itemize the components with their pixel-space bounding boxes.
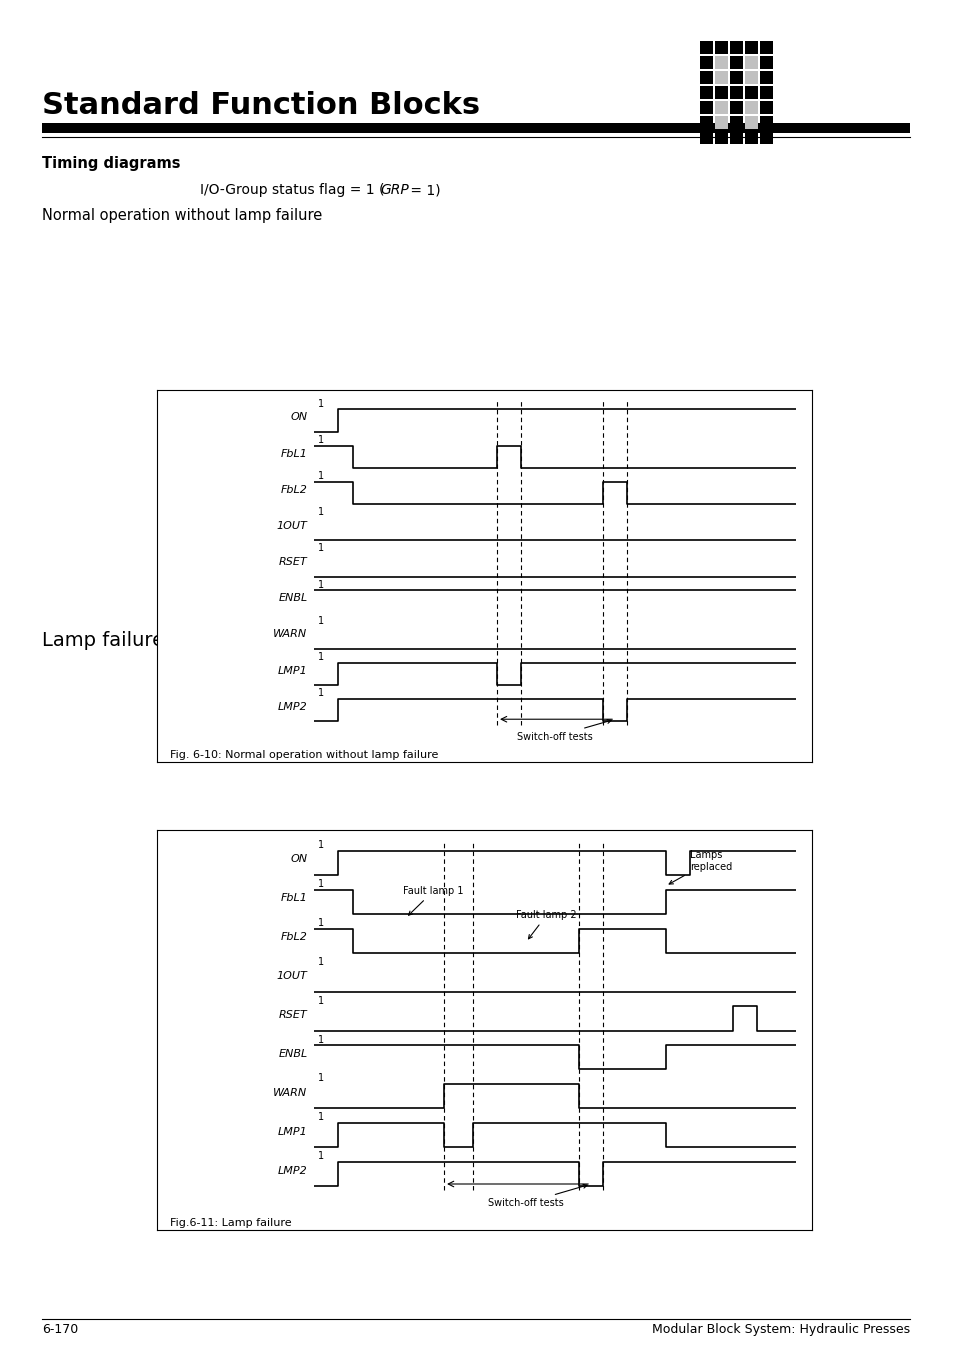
Text: 1: 1 [317,543,323,554]
Text: ENBL: ENBL [278,593,307,603]
Bar [744,41,758,54]
Bar [729,131,742,145]
Bar [760,86,772,99]
Bar [744,55,758,69]
Text: LMP2: LMP2 [277,1166,307,1175]
Bar [700,72,712,84]
Text: ON: ON [291,412,307,423]
Text: 1: 1 [317,507,323,517]
Bar [760,72,772,84]
Text: I/O-Group status flag = 1 (: I/O-Group status flag = 1 ( [200,182,384,197]
Text: Switch-off tests: Switch-off tests [488,1185,586,1208]
Text: Switch-off tests: Switch-off tests [517,720,611,742]
Bar [729,72,742,84]
Bar [760,41,772,54]
Text: RSET: RSET [278,1011,307,1020]
Text: 1: 1 [317,399,323,409]
Text: 1OUT: 1OUT [276,521,307,531]
Text: 1: 1 [317,616,323,626]
Bar [714,86,727,99]
Bar [744,131,758,145]
Bar [700,116,712,128]
Text: 1: 1 [317,580,323,589]
Bar [700,41,712,54]
Bar [744,101,758,113]
Bar [760,55,772,69]
Text: 1: 1 [317,1151,323,1162]
Bar [42,123,909,132]
Text: 6-170: 6-170 [42,1323,78,1336]
Text: ON: ON [291,854,307,865]
Text: FbL2: FbL2 [280,485,307,494]
Text: Standard Function Blocks: Standard Function Blocks [42,91,479,120]
Text: 1: 1 [317,1035,323,1044]
Text: Lamps
replaced: Lamps replaced [668,850,731,884]
Bar [700,131,712,145]
Text: Normal operation without lamp failure: Normal operation without lamp failure [42,208,322,223]
Text: 1: 1 [317,1112,323,1123]
Bar [744,86,758,99]
Bar [744,116,758,128]
Text: 1: 1 [317,996,323,1005]
Bar [700,86,712,99]
Bar [760,131,772,145]
Text: FbL2: FbL2 [280,932,307,942]
Text: LMP1: LMP1 [277,1127,307,1136]
Text: 1: 1 [317,1074,323,1084]
Bar [700,101,712,113]
Text: 1: 1 [317,917,323,928]
Text: Timing diagrams: Timing diagrams [42,155,180,172]
Text: Fig.6-11: Lamp failure: Fig.6-11: Lamp failure [170,1219,292,1228]
Text: 1: 1 [317,957,323,967]
Bar [760,101,772,113]
Text: GRP: GRP [379,182,408,197]
Text: 1: 1 [317,471,323,481]
Bar [714,41,727,54]
Text: 1OUT: 1OUT [276,971,307,981]
Text: RSET: RSET [278,557,307,567]
Text: LMP1: LMP1 [277,666,307,676]
Text: LMP2: LMP2 [277,701,307,712]
Text: WARN: WARN [274,630,307,639]
Bar [729,41,742,54]
Bar [714,116,727,128]
Bar [714,131,727,145]
Text: ENBL: ENBL [278,1048,307,1059]
Text: = 1): = 1) [406,182,440,197]
Text: 1: 1 [317,688,323,698]
Text: FbL1: FbL1 [280,449,307,458]
Bar [729,101,742,113]
Text: 1: 1 [317,435,323,444]
Text: 1: 1 [317,880,323,889]
Text: Modular Block System: Hydraulic Presses: Modular Block System: Hydraulic Presses [651,1323,909,1336]
Bar [714,72,727,84]
Text: FbL1: FbL1 [280,893,307,904]
Bar [700,55,712,69]
Text: Fault lamp 2: Fault lamp 2 [516,911,577,939]
Text: 1: 1 [317,653,323,662]
Text: Lamp failure: Lamp failure [42,631,164,650]
Bar [714,101,727,113]
Bar [744,72,758,84]
Bar [714,55,727,69]
Bar [729,86,742,99]
Bar [760,116,772,128]
Text: 1: 1 [317,840,323,850]
Bar [729,55,742,69]
Text: Fault lamp 1: Fault lamp 1 [403,886,463,915]
Bar [729,116,742,128]
Text: WARN: WARN [274,1088,307,1098]
Text: Fig. 6-10: Normal operation without lamp failure: Fig. 6-10: Normal operation without lamp… [170,750,438,761]
